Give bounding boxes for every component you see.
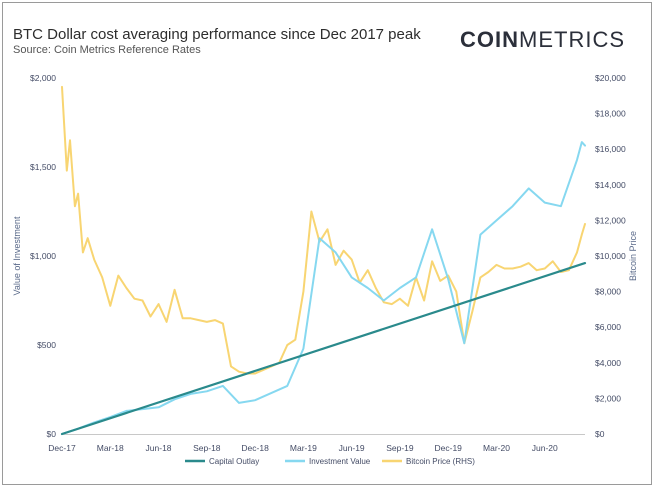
x-tick-label: Jun-20 <box>532 443 558 453</box>
chart-subtitle: Source: Coin Metrics Reference Rates <box>13 44 201 56</box>
coinmetrics-logo: COINMETRICS <box>460 27 625 53</box>
y2-tick-label: $20,000 <box>595 73 626 83</box>
y-tick-label: $500 <box>37 340 56 350</box>
y2-tick-label: $0 <box>595 429 605 439</box>
legend-investment-value-label: Investment Value <box>309 457 371 466</box>
y2-tick-label: $14,000 <box>595 180 626 190</box>
bitcoin-price-line <box>61 85 586 375</box>
capital-outlay-line <box>60 262 587 436</box>
x-tick-label: Dec-19 <box>435 443 463 453</box>
x-tick-label: Jun-18 <box>146 443 172 453</box>
logo-light-text: METRICS <box>519 27 625 52</box>
y2-tick-label: $4,000 <box>595 358 621 368</box>
x-tick-label: Dec-18 <box>241 443 269 453</box>
x-tick-label: Mar-18 <box>97 443 124 453</box>
y2-tick-label: $10,000 <box>595 251 626 261</box>
x-tick-label: Mar-20 <box>483 443 510 453</box>
y2-tick-label: $16,000 <box>595 144 626 154</box>
y-tick-label: $2,000 <box>30 73 56 83</box>
legend-bitcoin-price-label: Bitcoin Price (RHS) <box>406 457 475 466</box>
x-tick-label: Mar-19 <box>290 443 317 453</box>
chart-title: BTC Dollar cost averaging performance si… <box>13 26 421 43</box>
y2-tick-label: $2,000 <box>595 393 621 403</box>
investment-value-line <box>61 141 586 435</box>
y-axis-title: Value of Investment <box>12 216 22 295</box>
x-tick-label: Dec-17 <box>48 443 76 453</box>
y2-tick-label: $12,000 <box>595 215 626 225</box>
logo-bold-text: COIN <box>460 27 519 52</box>
legend-capital-outlay-label: Capital Outlay <box>209 457 259 466</box>
y2-tick-label: $6,000 <box>595 322 621 332</box>
x-tick-label: Sep-18 <box>193 443 221 453</box>
y-tick-label: $1,000 <box>30 251 56 261</box>
y2-axis-title: Bitcoin Price <box>628 231 638 281</box>
x-tick-label: Sep-19 <box>386 443 414 453</box>
y2-tick-label: $18,000 <box>595 109 626 119</box>
y2-tick-label: $8,000 <box>595 287 621 297</box>
y-tick-label: $0 <box>47 429 57 439</box>
y-tick-label: $1,500 <box>30 162 56 172</box>
x-tick-label: Jun-19 <box>339 443 365 453</box>
